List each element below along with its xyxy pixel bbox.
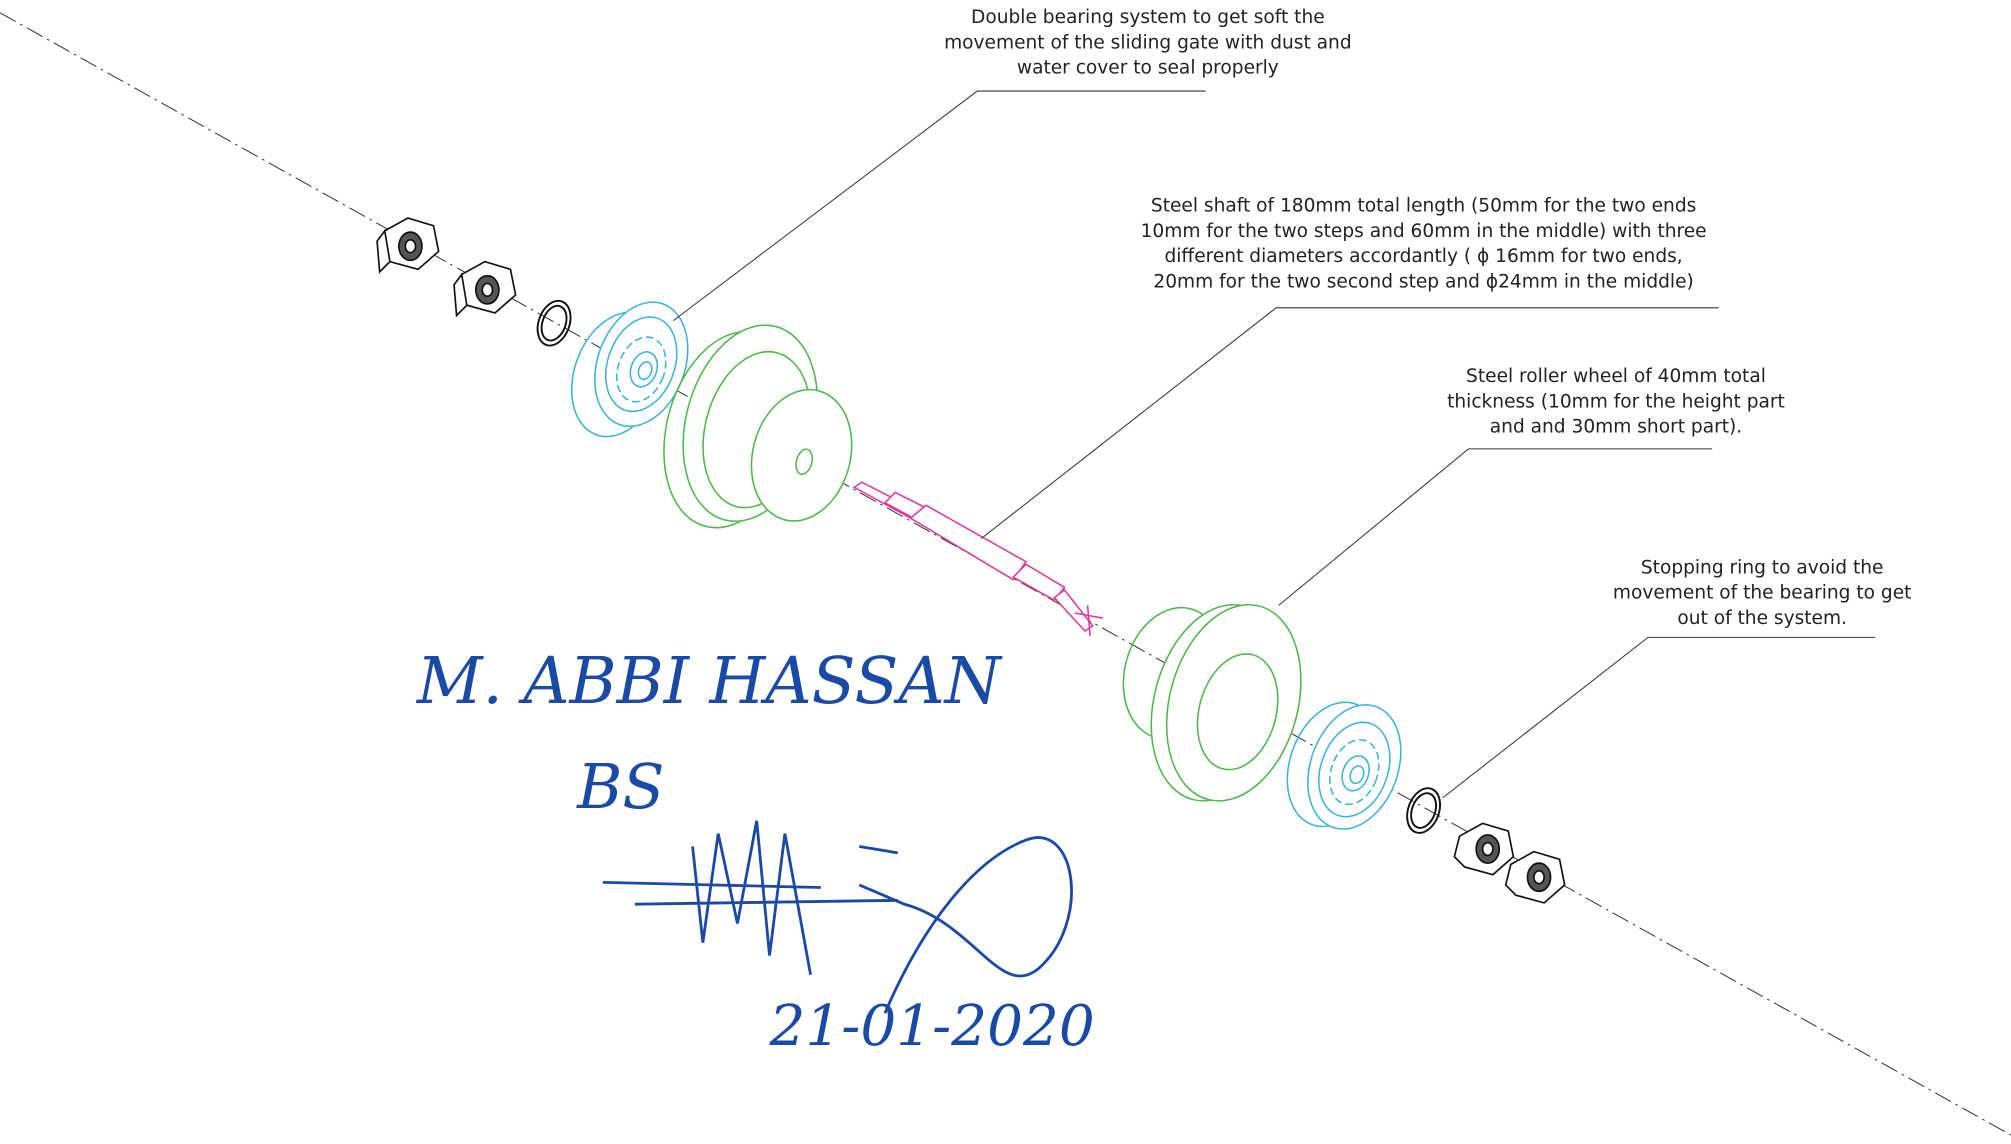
leader-line bbox=[673, 91, 1205, 321]
nut bbox=[377, 218, 439, 272]
leader-line bbox=[1443, 637, 1875, 797]
annotation-line: Stopping ring to avoid the bbox=[1641, 557, 1884, 578]
annotation-line: movement of the bearing to get bbox=[1613, 583, 1912, 604]
annotation-line: water cover to seal properly bbox=[1017, 58, 1279, 79]
annotation-line: movement of the sliding gate with dust a… bbox=[944, 32, 1352, 53]
annotation-line: Double bearing system to get soft the bbox=[971, 7, 1325, 28]
signature bbox=[603, 821, 1072, 1013]
nut bbox=[454, 262, 516, 316]
nut bbox=[1506, 852, 1565, 903]
shaft bbox=[854, 482, 1103, 636]
annotations: Double bearing system to get soft the mov… bbox=[944, 7, 1911, 629]
handwritten-initials: BS bbox=[576, 751, 664, 823]
handwritten-name: M. ABBI HASSAN bbox=[416, 644, 1003, 719]
annotation-line: 10mm for the two steps and 60mm in the m… bbox=[1141, 221, 1707, 242]
nut bbox=[1454, 823, 1513, 874]
annotation-line: thickness (10mm for the height part bbox=[1447, 391, 1785, 412]
annotation-line: Steel shaft of 180mm total length (50mm … bbox=[1151, 196, 1696, 217]
handwritten-date: 21-01-2020 bbox=[769, 994, 1095, 1059]
stop-ring bbox=[532, 296, 577, 350]
bearing bbox=[555, 289, 704, 450]
annotation-line: 20mm for the two second step and ϕ24mm i… bbox=[1153, 271, 1693, 292]
annotation-line: Steel roller wheel of 40mm total bbox=[1466, 366, 1766, 387]
annotation-line: out of the system. bbox=[1677, 608, 1847, 629]
roller-wheel bbox=[1109, 590, 1321, 816]
drawing: Double bearing system to get soft the mov… bbox=[0, 0, 2011, 1144]
stop-ring bbox=[1401, 784, 1446, 838]
annotation-line: different diameters accordantly ( ϕ 16mm… bbox=[1164, 246, 1682, 267]
annotation-line: and and 30mm short part). bbox=[1490, 417, 1742, 438]
